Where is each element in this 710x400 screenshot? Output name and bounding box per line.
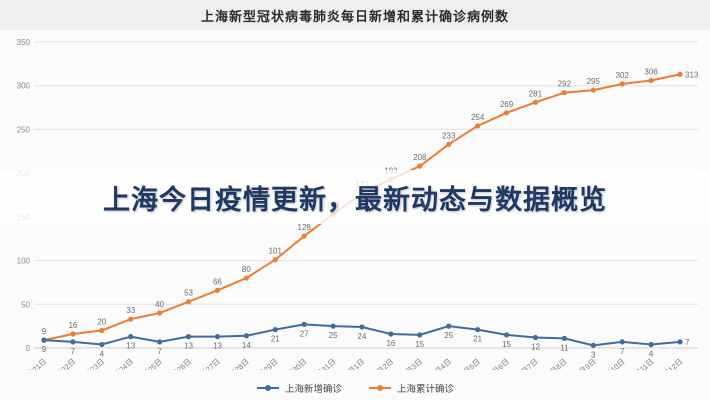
chart-title: 上海新型冠状病毒肺炎每日新增和累计确诊病例数 <box>200 8 509 24</box>
svg-text:15: 15 <box>502 340 511 349</box>
svg-text:1月26日: 1月26日 <box>166 357 192 370</box>
svg-text:1月30日: 1月30日 <box>282 357 308 370</box>
svg-text:2月12日: 2月12日 <box>658 357 684 370</box>
svg-text:0: 0 <box>26 344 31 353</box>
svg-text:302: 302 <box>616 71 630 80</box>
svg-text:66: 66 <box>213 277 222 286</box>
svg-text:313: 313 <box>685 70 699 79</box>
svg-text:2月1日: 2月1日 <box>343 357 366 370</box>
svg-text:1月28日: 1月28日 <box>224 357 250 370</box>
svg-text:9: 9 <box>42 327 47 336</box>
svg-text:1月21日: 1月21日 <box>22 357 48 370</box>
svg-text:2月7日: 2月7日 <box>516 357 539 370</box>
svg-text:295: 295 <box>587 77 601 86</box>
svg-text:233: 233 <box>442 131 456 140</box>
svg-text:350: 350 <box>17 38 31 47</box>
svg-text:33: 33 <box>126 306 135 315</box>
svg-text:1月23日: 1月23日 <box>80 357 106 370</box>
svg-text:24: 24 <box>358 332 367 341</box>
svg-text:2月11日: 2月11日 <box>629 357 655 370</box>
svg-text:13: 13 <box>126 342 135 351</box>
legend-marker-cumulative-cases-icon <box>369 385 391 391</box>
svg-text:100: 100 <box>17 257 31 266</box>
svg-text:9: 9 <box>42 345 47 354</box>
svg-text:11: 11 <box>560 343 569 352</box>
svg-text:254: 254 <box>471 113 485 122</box>
svg-text:21: 21 <box>473 335 482 344</box>
svg-text:1月27日: 1月27日 <box>195 357 221 370</box>
svg-text:16: 16 <box>68 321 77 330</box>
svg-text:3: 3 <box>591 350 596 359</box>
svg-text:1月29日: 1月29日 <box>253 357 279 370</box>
headline-text: 上海今日疫情更新，最新动态与数据概览 <box>103 184 607 215</box>
chart-legend: 上海新增确诊 上海累计确诊 <box>0 380 710 396</box>
svg-text:16: 16 <box>386 339 395 348</box>
svg-text:128: 128 <box>298 223 312 232</box>
legend-label-new-cases: 上海新增确诊 <box>284 384 342 395</box>
svg-text:40: 40 <box>155 300 164 309</box>
svg-text:300: 300 <box>17 82 31 91</box>
svg-text:4: 4 <box>100 350 105 359</box>
svg-text:1月22日: 1月22日 <box>51 357 77 370</box>
svg-text:2月8日: 2月8日 <box>545 357 568 370</box>
svg-text:25: 25 <box>329 331 338 340</box>
svg-text:13: 13 <box>184 342 193 351</box>
svg-text:2月3日: 2月3日 <box>401 357 424 370</box>
svg-text:1月25日: 1月25日 <box>138 357 164 370</box>
svg-text:21: 21 <box>271 335 280 344</box>
svg-text:7: 7 <box>685 338 690 347</box>
svg-text:2月4日: 2月4日 <box>430 357 453 370</box>
svg-text:25: 25 <box>444 331 453 340</box>
svg-text:15: 15 <box>415 340 424 349</box>
svg-text:2月6日: 2月6日 <box>488 357 511 370</box>
svg-text:292: 292 <box>558 80 572 89</box>
svg-text:250: 250 <box>17 125 31 134</box>
headline-banner: 上海今日疫情更新，最新动态与数据概览 <box>0 170 710 224</box>
svg-text:1月24日: 1月24日 <box>109 357 135 370</box>
svg-text:27: 27 <box>300 329 309 338</box>
svg-text:12: 12 <box>531 343 540 352</box>
legend-item-cumulative-cases[interactable]: 上海累计确诊 <box>368 381 454 395</box>
svg-text:2月10日: 2月10日 <box>600 357 626 370</box>
svg-text:4: 4 <box>649 350 654 359</box>
svg-text:1月31日: 1月31日 <box>311 357 337 370</box>
svg-text:269: 269 <box>500 100 514 109</box>
chart-title-bar: 上海新型冠状病毒肺炎每日新增和累计确诊病例数 <box>0 0 710 30</box>
svg-text:281: 281 <box>529 89 543 98</box>
svg-text:20: 20 <box>97 318 106 327</box>
svg-text:2月5日: 2月5日 <box>459 357 482 370</box>
svg-text:101: 101 <box>269 247 283 256</box>
svg-text:13: 13 <box>213 342 222 351</box>
svg-text:7: 7 <box>157 347 162 356</box>
svg-text:53: 53 <box>184 289 193 298</box>
svg-text:14: 14 <box>242 341 251 350</box>
svg-text:306: 306 <box>644 67 658 76</box>
svg-text:80: 80 <box>242 265 251 274</box>
svg-text:2月2日: 2月2日 <box>372 357 395 370</box>
legend-marker-new-cases-icon <box>256 385 279 391</box>
legend-label-cumulative-cases: 上海累计确诊 <box>397 384 455 395</box>
svg-text:7: 7 <box>620 347 625 356</box>
svg-text:208: 208 <box>413 153 427 162</box>
svg-text:50: 50 <box>21 300 30 309</box>
svg-text:7: 7 <box>71 347 76 356</box>
legend-item-new-cases[interactable]: 上海新增确诊 <box>256 381 342 395</box>
